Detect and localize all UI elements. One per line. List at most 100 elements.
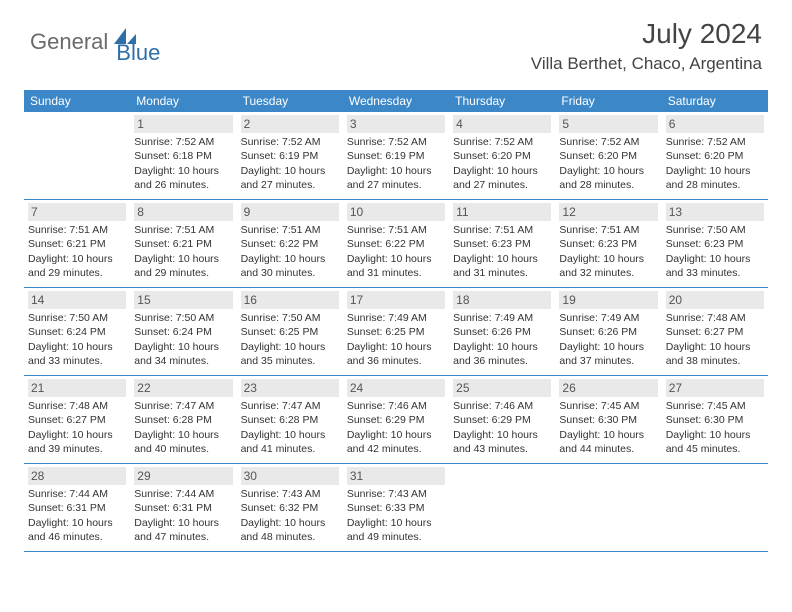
location: Villa Berthet, Chaco, Argentina [531,54,762,74]
day-cell: 25Sunrise: 7:46 AMSunset: 6:29 PMDayligh… [449,376,555,463]
day-number: 22 [134,379,232,397]
month-title: July 2024 [531,18,762,50]
daylight-text: Daylight: 10 hours [134,252,232,266]
sunrise-text: Sunrise: 7:44 AM [28,487,126,501]
sunrise-text: Sunrise: 7:49 AM [347,311,445,325]
day-number: 3 [347,115,445,133]
sunset-text: Sunset: 6:24 PM [28,325,126,339]
sunrise-text: Sunrise: 7:52 AM [134,135,232,149]
sunrise-text: Sunrise: 7:52 AM [241,135,339,149]
daylight-text: Daylight: 10 hours [134,340,232,354]
daylight-text: and 31 minutes. [453,266,551,280]
sunset-text: Sunset: 6:30 PM [666,413,764,427]
daylight-text: Daylight: 10 hours [241,428,339,442]
sunrise-text: Sunrise: 7:50 AM [134,311,232,325]
daylight-text: Daylight: 10 hours [666,164,764,178]
daylight-text: and 28 minutes. [666,178,764,192]
day-number: 19 [559,291,657,309]
sunset-text: Sunset: 6:20 PM [559,149,657,163]
weekday-header-row: SundayMondayTuesdayWednesdayThursdayFrid… [24,90,768,112]
day-cell [662,464,768,551]
day-number: 13 [666,203,764,221]
sunset-text: Sunset: 6:21 PM [28,237,126,251]
day-number: 7 [28,203,126,221]
daylight-text: and 42 minutes. [347,442,445,456]
daylight-text: Daylight: 10 hours [241,340,339,354]
day-cell: 19Sunrise: 7:49 AMSunset: 6:26 PMDayligh… [555,288,661,375]
sunset-text: Sunset: 6:31 PM [28,501,126,515]
weekday-header: Wednesday [343,90,449,112]
week-row: 28Sunrise: 7:44 AMSunset: 6:31 PMDayligh… [24,464,768,552]
day-cell: 23Sunrise: 7:47 AMSunset: 6:28 PMDayligh… [237,376,343,463]
daylight-text: Daylight: 10 hours [347,516,445,530]
day-cell: 28Sunrise: 7:44 AMSunset: 6:31 PMDayligh… [24,464,130,551]
sunrise-text: Sunrise: 7:52 AM [666,135,764,149]
sunrise-text: Sunrise: 7:47 AM [241,399,339,413]
day-number: 5 [559,115,657,133]
sunrise-text: Sunrise: 7:51 AM [347,223,445,237]
sunset-text: Sunset: 6:20 PM [666,149,764,163]
logo: General Blue [30,18,160,66]
day-cell: 29Sunrise: 7:44 AMSunset: 6:31 PMDayligh… [130,464,236,551]
day-number: 30 [241,467,339,485]
daylight-text: Daylight: 10 hours [559,428,657,442]
day-cell: 16Sunrise: 7:50 AMSunset: 6:25 PMDayligh… [237,288,343,375]
daylight-text: and 43 minutes. [453,442,551,456]
day-cell: 20Sunrise: 7:48 AMSunset: 6:27 PMDayligh… [662,288,768,375]
daylight-text: and 33 minutes. [666,266,764,280]
day-cell: 18Sunrise: 7:49 AMSunset: 6:26 PMDayligh… [449,288,555,375]
daylight-text: and 36 minutes. [453,354,551,368]
daylight-text: and 29 minutes. [134,266,232,280]
sunset-text: Sunset: 6:23 PM [559,237,657,251]
day-number: 1 [134,115,232,133]
day-cell: 22Sunrise: 7:47 AMSunset: 6:28 PMDayligh… [130,376,236,463]
daylight-text: Daylight: 10 hours [559,340,657,354]
sunset-text: Sunset: 6:33 PM [347,501,445,515]
sunrise-text: Sunrise: 7:44 AM [134,487,232,501]
sunrise-text: Sunrise: 7:46 AM [347,399,445,413]
day-cell: 7Sunrise: 7:51 AMSunset: 6:21 PMDaylight… [24,200,130,287]
sunrise-text: Sunrise: 7:50 AM [28,311,126,325]
day-cell: 14Sunrise: 7:50 AMSunset: 6:24 PMDayligh… [24,288,130,375]
daylight-text: Daylight: 10 hours [559,164,657,178]
daylight-text: and 34 minutes. [134,354,232,368]
daylight-text: and 33 minutes. [28,354,126,368]
day-cell: 2Sunrise: 7:52 AMSunset: 6:19 PMDaylight… [237,112,343,199]
day-cell: 26Sunrise: 7:45 AMSunset: 6:30 PMDayligh… [555,376,661,463]
day-number: 25 [453,379,551,397]
day-number: 24 [347,379,445,397]
daylight-text: and 30 minutes. [241,266,339,280]
weekday-header: Thursday [449,90,555,112]
day-cell: 12Sunrise: 7:51 AMSunset: 6:23 PMDayligh… [555,200,661,287]
day-number: 20 [666,291,764,309]
day-cell [555,464,661,551]
weeks-container: 1Sunrise: 7:52 AMSunset: 6:18 PMDaylight… [24,112,768,552]
day-cell: 3Sunrise: 7:52 AMSunset: 6:19 PMDaylight… [343,112,449,199]
sunrise-text: Sunrise: 7:45 AM [559,399,657,413]
daylight-text: Daylight: 10 hours [666,428,764,442]
day-cell: 24Sunrise: 7:46 AMSunset: 6:29 PMDayligh… [343,376,449,463]
day-cell: 1Sunrise: 7:52 AMSunset: 6:18 PMDaylight… [130,112,236,199]
sunset-text: Sunset: 6:22 PM [241,237,339,251]
daylight-text: Daylight: 10 hours [559,252,657,266]
sunset-text: Sunset: 6:32 PM [241,501,339,515]
daylight-text: Daylight: 10 hours [28,428,126,442]
daylight-text: and 44 minutes. [559,442,657,456]
daylight-text: and 49 minutes. [347,530,445,544]
daylight-text: Daylight: 10 hours [241,164,339,178]
daylight-text: and 27 minutes. [347,178,445,192]
sunset-text: Sunset: 6:19 PM [241,149,339,163]
daylight-text: and 27 minutes. [453,178,551,192]
week-row: 21Sunrise: 7:48 AMSunset: 6:27 PMDayligh… [24,376,768,464]
sunset-text: Sunset: 6:19 PM [347,149,445,163]
day-number: 28 [28,467,126,485]
calendar: SundayMondayTuesdayWednesdayThursdayFrid… [24,90,768,552]
sunrise-text: Sunrise: 7:43 AM [347,487,445,501]
day-cell: 5Sunrise: 7:52 AMSunset: 6:20 PMDaylight… [555,112,661,199]
day-cell: 15Sunrise: 7:50 AMSunset: 6:24 PMDayligh… [130,288,236,375]
day-cell: 8Sunrise: 7:51 AMSunset: 6:21 PMDaylight… [130,200,236,287]
sunrise-text: Sunrise: 7:50 AM [241,311,339,325]
daylight-text: and 32 minutes. [559,266,657,280]
sunset-text: Sunset: 6:21 PM [134,237,232,251]
sunrise-text: Sunrise: 7:49 AM [559,311,657,325]
